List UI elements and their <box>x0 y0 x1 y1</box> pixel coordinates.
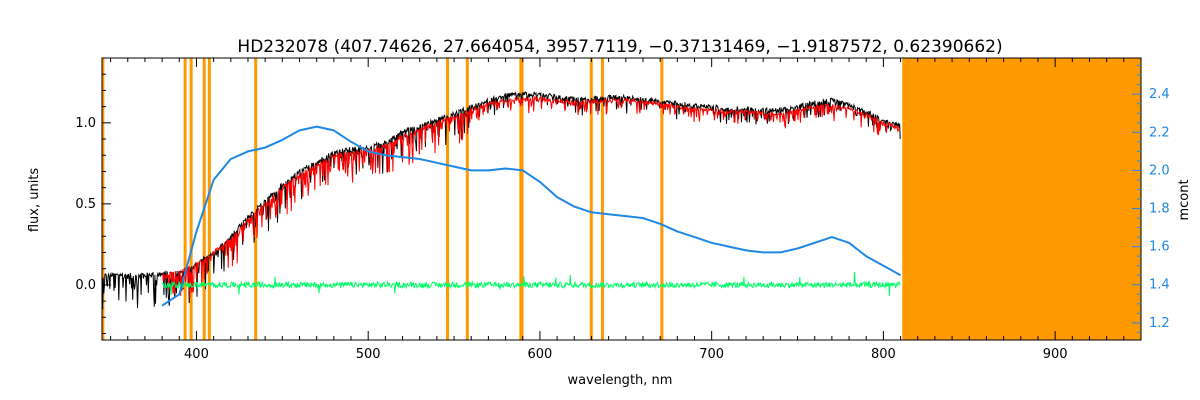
mask-line <box>589 58 593 340</box>
x-tick-label: 500 <box>356 347 381 362</box>
y-tick-label: 0.5 <box>75 197 96 212</box>
mask-layer <box>102 58 1141 340</box>
chart-title: HD232078 (407.74626, 27.664054, 3957.711… <box>237 37 1002 57</box>
y2-tick-label: 1.6 <box>1149 240 1170 255</box>
mask-line <box>520 58 524 340</box>
y2-axis-ticks: 1.2 1.4 1.6 1.8 2.0 2.2 2.4 <box>1132 65 1170 333</box>
y2-tick-label: 1.8 <box>1149 202 1170 217</box>
x-axis-ticks: 400 500 600 700 800 900 <box>110 58 1142 362</box>
mask-line <box>600 58 604 340</box>
mask-line <box>446 58 450 340</box>
mask-line <box>189 58 193 340</box>
series-mcont <box>161 125 902 307</box>
y-tick-label: 1.0 <box>75 116 96 131</box>
series-observed <box>102 91 901 310</box>
y2-tick-label: 1.4 <box>1149 278 1170 293</box>
y-axis-label: flux, units <box>27 168 42 233</box>
y2-tick-label: 2.0 <box>1149 163 1170 178</box>
series-layer <box>102 91 902 310</box>
x-axis-label: wavelength, nm <box>568 373 673 388</box>
masked-region <box>902 58 1141 340</box>
x-tick-label: 400 <box>184 347 209 362</box>
mask-line <box>207 58 211 340</box>
series-model <box>162 95 901 299</box>
x-tick-label: 800 <box>871 347 896 362</box>
y-tick-label: 0.0 <box>75 278 96 293</box>
mask-line <box>102 58 105 340</box>
x-tick-label: 900 <box>1043 347 1068 362</box>
mask-line <box>660 58 664 340</box>
y2-tick-label: 2.4 <box>1149 87 1170 102</box>
mask-line <box>254 58 258 340</box>
y-axis-ticks: 0.0 0.5 1.0 <box>75 73 111 335</box>
y2-tick-label: 2.2 <box>1149 125 1170 140</box>
y2-tick-label: 1.2 <box>1149 316 1170 331</box>
mask-line <box>202 58 206 340</box>
x-tick-label: 700 <box>699 347 724 362</box>
mask-line <box>465 58 469 340</box>
y2-axis-label: mcont <box>1177 179 1192 220</box>
series-residual <box>161 271 901 296</box>
mask-line <box>183 58 187 340</box>
x-tick-label: 600 <box>528 347 553 362</box>
